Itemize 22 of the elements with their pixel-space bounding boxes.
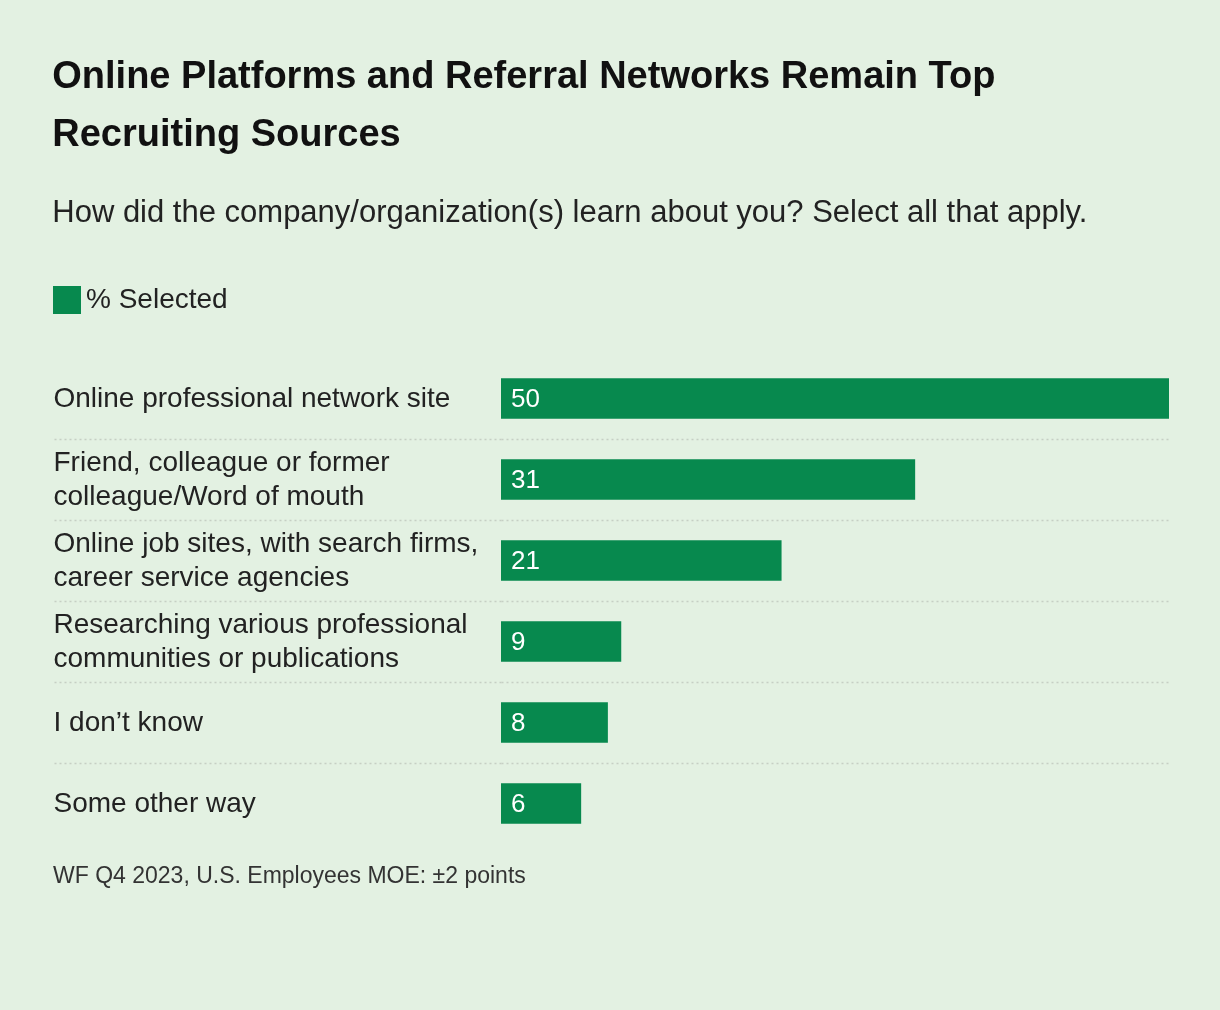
y-tick-label: Some other way — [53, 787, 256, 818]
y-tick-label: Researching various professional communities or publications — [53, 608, 468, 673]
y-tick-label: Online job sites, with search firms, career service agencies — [53, 527, 479, 592]
y-tick-label: Friend, colleague or former colleague/Word of mouth — [53, 446, 390, 511]
bar — [501, 702, 608, 743]
bar — [501, 783, 582, 824]
chart-subtitle: How did the company/organization(s) learn about you? Select all that apply. — [52, 194, 1088, 229]
y-tick-label: I don’t know — [53, 706, 204, 737]
data-label: 8 — [511, 706, 526, 737]
text: WF Q4 2023, U.S. Employees MOE: ±2 points — [53, 862, 526, 888]
data-label: 6 — [511, 787, 526, 818]
bar — [501, 378, 1169, 419]
bar — [501, 540, 782, 581]
data-label: 9 — [511, 625, 526, 656]
data-label: 50 — [511, 382, 540, 413]
data-label: 31 — [511, 463, 540, 494]
y-tick-label: Online professional network site — [53, 382, 451, 413]
chart-title: Online Platforms and Referral Networks Remain Top Recruiting Sources — [52, 54, 996, 154]
bar — [501, 459, 916, 500]
bar — [501, 621, 622, 662]
legend-label: % Selected — [86, 283, 228, 314]
data-label: 21 — [511, 544, 540, 575]
